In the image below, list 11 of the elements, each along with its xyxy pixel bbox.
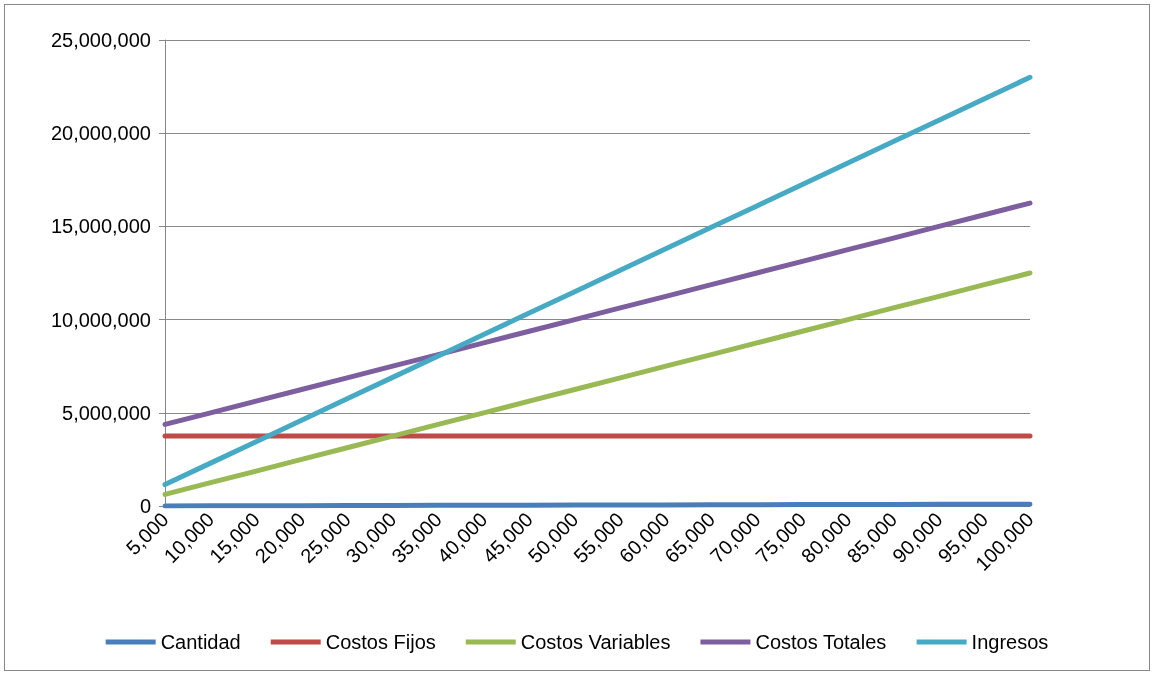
legend-label: Cantidad — [160, 631, 241, 653]
legend-label: Costos Totales — [755, 631, 887, 653]
y-tick-label: 20,000,000 — [50, 122, 151, 145]
y-tick-label: 0 — [139, 495, 151, 517]
legend-label: Ingresos — [971, 631, 1049, 653]
legend-label: Costos Variables — [520, 631, 671, 653]
legend-label: Costos Fijos — [325, 631, 436, 653]
y-tick-label: 15,000,000 — [50, 215, 151, 238]
y-tick-label: 25,000,000 — [50, 29, 151, 51]
y-tick-label: 5,000,000 — [62, 401, 151, 424]
y-tick-label: 10,000,000 — [50, 308, 151, 331]
